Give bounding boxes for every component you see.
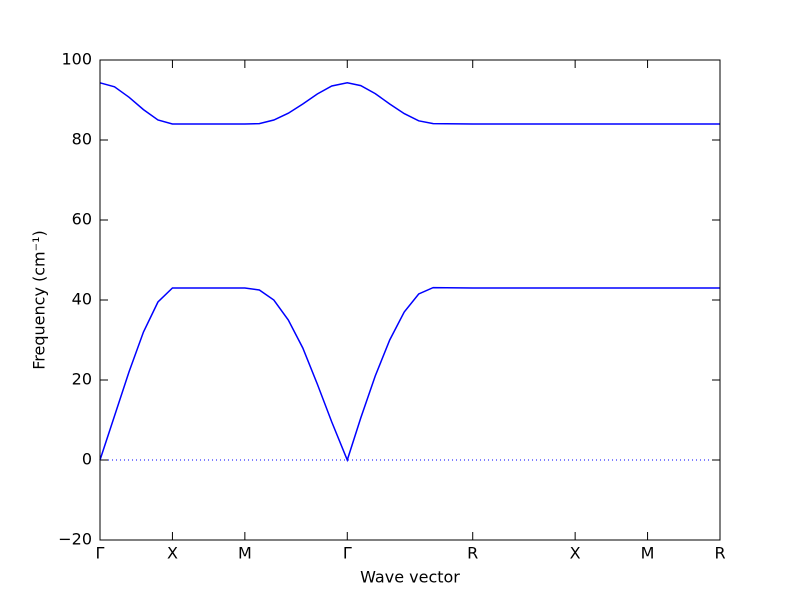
y-tick-label: 80	[72, 130, 92, 149]
x-tick-label: R	[714, 544, 725, 563]
x-tick-label: X	[570, 544, 581, 563]
y-axis-label: Frequency (cm⁻¹)	[30, 230, 49, 369]
x-tick-label: X	[167, 544, 178, 563]
plot-frame	[99, 59, 721, 541]
x-tick-label: Γ	[96, 544, 105, 563]
band-line	[99, 286, 720, 463]
x-tick-label: M	[641, 544, 655, 563]
y-tick-label: 20	[72, 370, 92, 389]
x-tick-label: Γ	[343, 544, 352, 563]
y-tick-label: 60	[72, 210, 92, 229]
y-tick-label: −20	[58, 530, 92, 549]
y-tick-label: 0	[82, 450, 92, 469]
x-tick-label: M	[238, 544, 252, 563]
y-tick-label: 40	[72, 290, 92, 309]
band-line	[99, 82, 720, 125]
x-tick-label: R	[467, 544, 478, 563]
y-tick-label: 100	[61, 50, 92, 69]
x-axis-label: Wave vector	[360, 568, 460, 587]
